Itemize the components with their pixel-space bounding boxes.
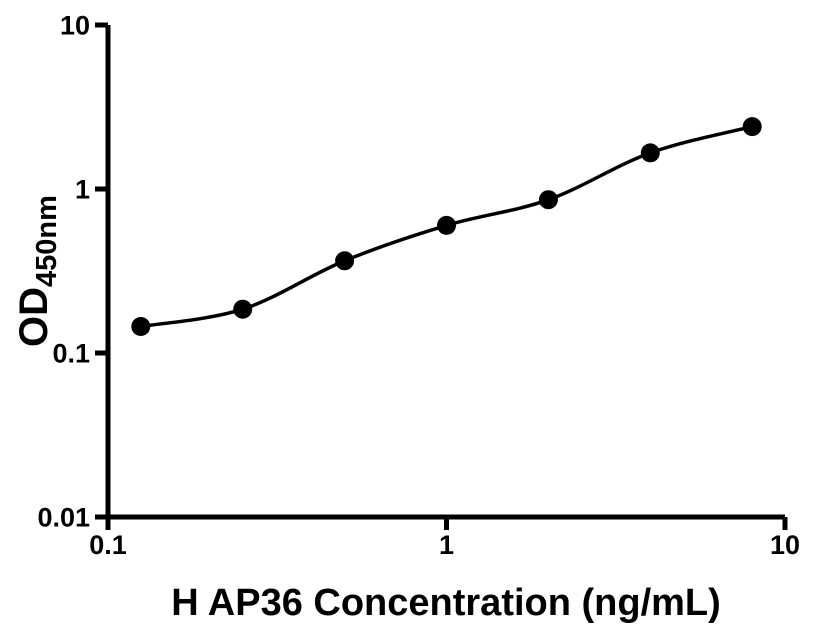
y-tick-label: 0.01 xyxy=(37,503,90,533)
y-axis-label-main: OD xyxy=(12,286,56,347)
x-tick-label: 0.1 xyxy=(89,530,127,560)
axis-spine xyxy=(105,25,785,520)
y-tick-label: 10 xyxy=(60,11,90,41)
x-axis-label: H AP36 Concentration (ng/mL) xyxy=(171,582,721,624)
data-point xyxy=(640,143,660,163)
y-axis-label-subscript: 450nm xyxy=(31,195,63,287)
data-point xyxy=(437,215,456,235)
data-point xyxy=(742,117,762,137)
y-axis-label: OD450nm xyxy=(12,191,63,351)
data-point xyxy=(233,299,253,319)
y-tick-label: 1 xyxy=(75,175,90,205)
data-point xyxy=(538,190,558,210)
data-point xyxy=(335,251,355,271)
x-tick-label: 10 xyxy=(770,530,800,560)
x-tick-label: 1 xyxy=(439,530,454,560)
data-point xyxy=(131,317,151,336)
y-tick-label: 0.1 xyxy=(52,339,90,369)
